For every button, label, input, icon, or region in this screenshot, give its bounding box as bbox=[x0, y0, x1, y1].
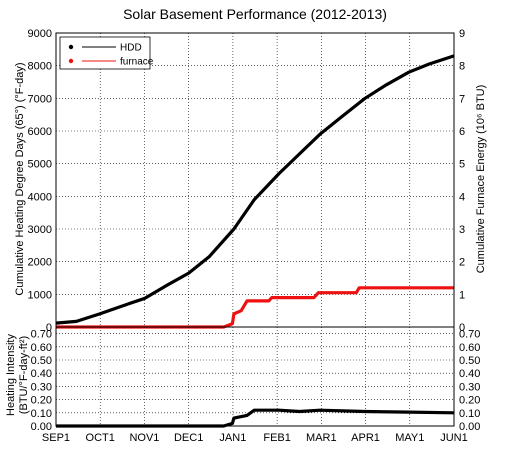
chart-title: Solar Basement Performance (2012-2013) bbox=[123, 6, 387, 22]
intensity-series-line bbox=[56, 408, 455, 428]
x-tick-label: FEB1 bbox=[263, 432, 291, 444]
bottom-left-tick-label: 0.60 bbox=[31, 342, 52, 354]
x-tick-label: MAR1 bbox=[306, 432, 337, 444]
bottom-plot: 0.000.100.200.300.400.500.600.700.000.10… bbox=[31, 326, 480, 444]
top-right-tick-label: 3 bbox=[459, 224, 465, 236]
bottom-right-tick-label: 0.50 bbox=[459, 355, 480, 367]
top-right-tick-label: 5 bbox=[459, 159, 465, 171]
top-left-tick-label: 4000 bbox=[28, 191, 52, 203]
top-left-tick-label: 8000 bbox=[28, 61, 52, 73]
legend: HDD furnace bbox=[59, 36, 154, 70]
top-left-tick-label: 1000 bbox=[28, 289, 52, 301]
bottom-left-tick-label: 0.70 bbox=[31, 329, 52, 341]
bottom-right-tick-label: 0.30 bbox=[459, 381, 480, 393]
bottom-right-tick-label: 0.60 bbox=[459, 342, 480, 354]
top-right-tick-label: 0 bbox=[459, 322, 465, 334]
top-right-tick-label: 1 bbox=[459, 289, 465, 301]
x-tick-label: SEP1 bbox=[42, 432, 70, 444]
top-left-tick-label: 6000 bbox=[28, 126, 52, 138]
bottom-left-tick-label: 0.20 bbox=[31, 395, 52, 407]
bottom-right-tick-label: 0.70 bbox=[459, 329, 480, 341]
top-right-tick-label: 2 bbox=[459, 257, 465, 269]
x-tick-label: JUN1 bbox=[440, 432, 468, 444]
top-right-axis-label: Cumulative Furnace Energy (10⁶ BTU) bbox=[475, 85, 487, 274]
top-left-tick-label: 7000 bbox=[28, 93, 52, 105]
x-tick-label: OCT1 bbox=[86, 432, 115, 444]
top-right-tick-label: 6 bbox=[459, 126, 465, 138]
bottom-right-tick-label: 0.00 bbox=[459, 421, 480, 433]
legend-label-HDD: HDD bbox=[120, 43, 142, 54]
top-left-axis-label: Cumulative Heating Degree Days (65°) (°F… bbox=[14, 62, 26, 295]
series-line-furnace bbox=[56, 286, 454, 329]
x-tick-label: NOV1 bbox=[129, 432, 159, 444]
top-right-tick-label: 8 bbox=[459, 61, 465, 73]
top-left-tick-label: 3000 bbox=[28, 224, 52, 236]
bottom-axis-label-units: (BTU/°F-day-ft²) bbox=[18, 336, 30, 414]
legend-marker-furnace bbox=[68, 58, 74, 64]
top-left-tick-label: 5000 bbox=[28, 159, 52, 171]
top-right-tick-label: 4 bbox=[459, 191, 465, 203]
legend-marker-HDD bbox=[68, 44, 74, 50]
series-line-HDD bbox=[55, 54, 455, 325]
top-plot-frame bbox=[55, 32, 455, 328]
bottom-left-tick-label: 0.10 bbox=[31, 408, 52, 420]
top-left-tick-label: 9000 bbox=[28, 28, 52, 40]
bottom-right-tick-label: 0.40 bbox=[459, 368, 480, 380]
x-tick-label: APR1 bbox=[351, 432, 380, 444]
legend-box bbox=[59, 36, 151, 70]
top-left-tick-label: 0 bbox=[46, 322, 52, 334]
bottom-left-tick-label: 0.50 bbox=[31, 355, 52, 367]
bottom-left-axis-label: Heating Intensity(BTU/°F-day-ft²) bbox=[5, 334, 30, 416]
top-left-tick-label: 2000 bbox=[28, 257, 52, 269]
bottom-plot-frame bbox=[55, 326, 455, 427]
bottom-right-tick-label: 0.10 bbox=[459, 408, 480, 420]
top-right-tick-label: 9 bbox=[459, 28, 465, 40]
bottom-left-tick-label: 0.40 bbox=[31, 368, 52, 380]
x-tick-label: JAN1 bbox=[219, 432, 246, 444]
bottom-right-tick-label: 0.20 bbox=[459, 395, 480, 407]
top-right-tick-label: 7 bbox=[459, 93, 465, 105]
legend-label-furnace: furnace bbox=[120, 57, 154, 68]
bottom-axis-label-text: Heating Intensity bbox=[5, 334, 17, 416]
x-tick-label: MAY1 bbox=[395, 432, 424, 444]
bottom-left-tick-label: 0.30 bbox=[31, 381, 52, 393]
bottom-left-tick-label: 0.00 bbox=[31, 421, 52, 433]
x-tick-label: DEC1 bbox=[174, 432, 203, 444]
top-plot: 0 1000 2000 3000 4000 5000 6000 7000 8000 9000 0 1 2… bbox=[28, 28, 466, 334]
